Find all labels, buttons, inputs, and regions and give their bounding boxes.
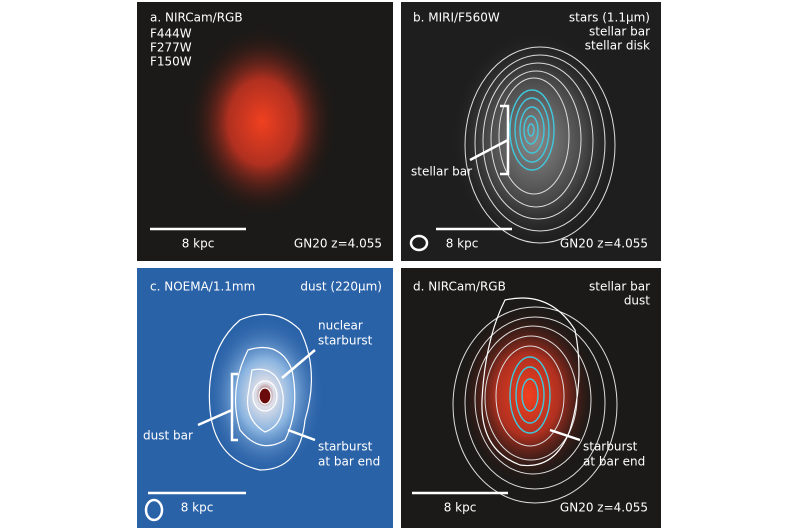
panel-title: d. NIRCam/RGB: [413, 280, 506, 294]
panel-d: d. NIRCam/RGB stellar bar dust starburst…: [401, 268, 661, 528]
arrow: [281, 349, 316, 379]
beam: [144, 498, 164, 522]
bracket: [197, 372, 238, 442]
annotation: at bar end: [583, 455, 645, 469]
arrow: [287, 428, 316, 442]
annotation: stellar bar: [411, 165, 472, 179]
dust-contour: [481, 297, 580, 467]
scale-label: 8 kpc: [182, 237, 215, 251]
annotation: nuclear: [318, 319, 363, 333]
target-label: GN20 z=4.055: [294, 237, 382, 251]
panel-c: c. NOEMA/1.1mm dust (220μm) nuclear star…: [137, 268, 393, 528]
legend-entry: stellar disk: [585, 39, 650, 53]
annotation: starburst: [583, 440, 638, 454]
legend-entry: stellar bar: [589, 25, 650, 39]
disk-contours: [464, 46, 616, 244]
scale-label: 8 kpc: [181, 501, 214, 515]
bar-contours: [509, 356, 551, 434]
scale-label: 8 kpc: [444, 501, 477, 515]
panel-a: a. NIRCam/RGB F444W F277W F150W 8 kpc GN…: [137, 2, 393, 261]
legend-entry: F277W: [150, 41, 192, 55]
beam: [409, 234, 429, 252]
legend-entry: F150W: [150, 55, 192, 69]
panel-title: a. NIRCam/RGB: [150, 11, 243, 25]
annotation: starburst: [318, 440, 373, 454]
target-label: GN20 z=4.055: [560, 501, 648, 515]
annotation: starburst: [318, 334, 373, 348]
dust-contours: [208, 313, 312, 471]
panel-b: stellar bar b. MIRI/F560W stars (1.1μm) …: [401, 2, 661, 261]
legend-entry: dust: [624, 294, 650, 308]
legend-entry: F444W: [150, 27, 192, 41]
scale-label: 8 kpc: [446, 237, 479, 251]
panel-title: b. MIRI/F560W: [413, 11, 500, 25]
arrow: [549, 428, 581, 442]
bar-contours: [509, 89, 555, 171]
galaxy: [458, 305, 598, 485]
annotation: at bar end: [318, 455, 380, 469]
legend-entry: stars (1.1μm): [569, 11, 650, 25]
panel-title: c. NOEMA/1.1mm: [150, 280, 255, 294]
galaxy: [187, 27, 337, 217]
legend-entry: stellar bar: [589, 280, 650, 294]
annotation: dust bar: [143, 429, 193, 443]
bracket: [469, 104, 510, 176]
legend-entry: dust (220μm): [300, 280, 382, 294]
target-label: GN20 z=4.055: [560, 237, 648, 251]
